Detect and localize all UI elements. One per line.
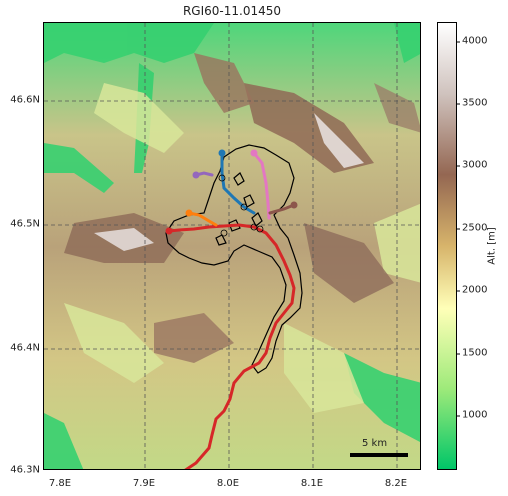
x-tick-label: 7.8E xyxy=(48,478,72,489)
y-tick-label: 46.4N xyxy=(10,342,40,354)
flowline-purple-head xyxy=(192,171,200,179)
y-tick-label: 46.3N xyxy=(10,464,40,476)
confluence-node xyxy=(250,223,258,231)
colorbar-label: Alt. [m] xyxy=(486,227,498,265)
confluence-node xyxy=(240,203,248,211)
glacier-outline xyxy=(165,144,303,374)
flowline-pink-head xyxy=(250,149,258,157)
y-tick-label: 46.5N xyxy=(10,218,40,230)
x-tick-label: 8.2E xyxy=(384,478,408,489)
flowline-nodes xyxy=(165,149,298,237)
terrain-map xyxy=(44,23,420,469)
x-tick-label: 8.0E xyxy=(216,478,240,489)
x-tick-label: 8.1E xyxy=(300,478,324,489)
flowline-red-head xyxy=(165,227,173,235)
flowline-blue-head xyxy=(218,149,226,157)
flowline-blue xyxy=(220,151,256,215)
valley-midlands xyxy=(64,83,420,413)
flowline-red xyxy=(167,223,296,469)
x-tick-label: 7.9E xyxy=(132,478,156,489)
flowline-pink xyxy=(252,151,271,220)
flowline-brown xyxy=(268,203,296,215)
flowlines xyxy=(167,151,296,469)
colorbar-tick-label: 1500 xyxy=(456,347,488,359)
confluence-node xyxy=(218,174,226,182)
map-plot-area xyxy=(43,22,421,470)
flowline-brown-head xyxy=(290,201,298,209)
colorbar-tick-label: 3500 xyxy=(456,97,488,109)
map-title: RGI60-11.01450 xyxy=(182,4,282,18)
flowline-orange-head xyxy=(185,209,193,217)
flowline-orange xyxy=(187,211,218,227)
colorbar-tick-label: 3000 xyxy=(456,159,488,171)
confluence-node xyxy=(220,229,228,237)
y-tick-label: 46.6N xyxy=(10,94,40,106)
colorbar-tick-label: 2500 xyxy=(456,222,488,234)
scale-bar xyxy=(350,453,408,457)
altitude-colorbar xyxy=(437,22,457,470)
valley-lowlands xyxy=(44,23,420,469)
scale-bar-label: 5 km xyxy=(362,438,388,449)
colorbar-tick-label: 1000 xyxy=(456,409,488,421)
confluence-node xyxy=(256,225,264,233)
colorbar-tick-label: 2000 xyxy=(456,284,488,296)
colorbar-tick-label: 4000 xyxy=(456,35,488,47)
